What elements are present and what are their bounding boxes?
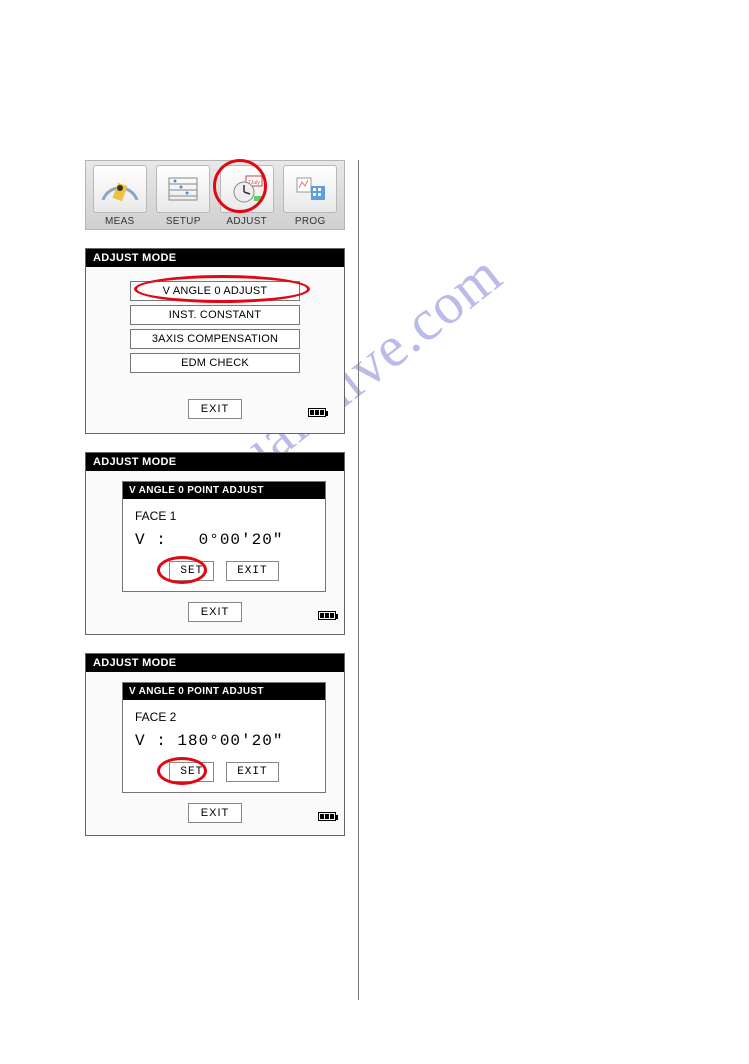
- v-angle-dialog-face2: V ANGLE 0 POINT ADJUST FACE 2 V : 180°00…: [122, 682, 326, 793]
- face2-set-button[interactable]: SET: [169, 762, 214, 782]
- setup-label: SETUP: [154, 216, 214, 227]
- menu-v-angle-adjust[interactable]: V ANGLE 0 ADJUST: [130, 281, 300, 301]
- prog-icon: [283, 165, 337, 213]
- panel1-title: ADJUST MODE: [86, 249, 344, 267]
- adjust-mode-panel-1: ADJUST MODE V ANGLE 0 ADJUST INST. CONST…: [85, 248, 345, 434]
- adjust-label: ADJUST: [217, 216, 277, 227]
- adjust-mode-panel-2: ADJUST MODE V ANGLE 0 POINT ADJUST FACE …: [85, 452, 345, 635]
- menu-3axis-comp[interactable]: 3AXIS COMPENSATION: [130, 329, 300, 349]
- menu-inst-constant[interactable]: INST. CONSTANT: [130, 305, 300, 325]
- dialog2-title: V ANGLE 0 POINT ADJUST: [123, 683, 325, 700]
- menu-edm-check[interactable]: EDM CHECK: [130, 353, 300, 373]
- adjust-menu: V ANGLE 0 ADJUST INST. CONSTANT 3AXIS CO…: [96, 281, 334, 373]
- meas-label: MEAS: [90, 216, 150, 227]
- vertical-divider: [358, 160, 359, 1000]
- panel3-exit-button[interactable]: EXIT: [188, 803, 242, 823]
- v-angle-dialog-face1: V ANGLE 0 POINT ADJUST FACE 1 V : 0°00'2…: [122, 481, 326, 592]
- panel3-title: ADJUST MODE: [86, 654, 344, 672]
- adjust-icon: 7July: [220, 165, 274, 213]
- face1-set-button[interactable]: SET: [169, 561, 214, 581]
- tool-meas[interactable]: MEAS: [90, 165, 150, 227]
- tool-adjust[interactable]: 7July ADJUST: [217, 165, 277, 227]
- main-toolbar: MEAS SETUP 7July: [85, 160, 345, 230]
- panel1-exit-button[interactable]: EXIT: [188, 399, 242, 419]
- face1-exit-button[interactable]: EXIT: [226, 561, 278, 581]
- meas-icon: [93, 165, 147, 213]
- face2-value: V : 180°00'20": [135, 732, 313, 750]
- prog-label: PROG: [281, 216, 341, 227]
- setup-icon: [156, 165, 210, 213]
- battery-icon: [308, 408, 326, 417]
- face1-label: FACE 1: [135, 509, 313, 523]
- face1-value: V : 0°00'20": [135, 531, 313, 549]
- tool-setup[interactable]: SETUP: [154, 165, 214, 227]
- panel2-title: ADJUST MODE: [86, 453, 344, 471]
- panel2-exit-button[interactable]: EXIT: [188, 602, 242, 622]
- dialog1-title: V ANGLE 0 POINT ADJUST: [123, 482, 325, 499]
- battery-icon: [318, 611, 336, 620]
- face2-exit-button[interactable]: EXIT: [226, 762, 278, 782]
- battery-icon: [318, 812, 336, 821]
- tool-prog[interactable]: PROG: [281, 165, 341, 227]
- adjust-mode-panel-3: ADJUST MODE V ANGLE 0 POINT ADJUST FACE …: [85, 653, 345, 836]
- face2-label: FACE 2: [135, 710, 313, 724]
